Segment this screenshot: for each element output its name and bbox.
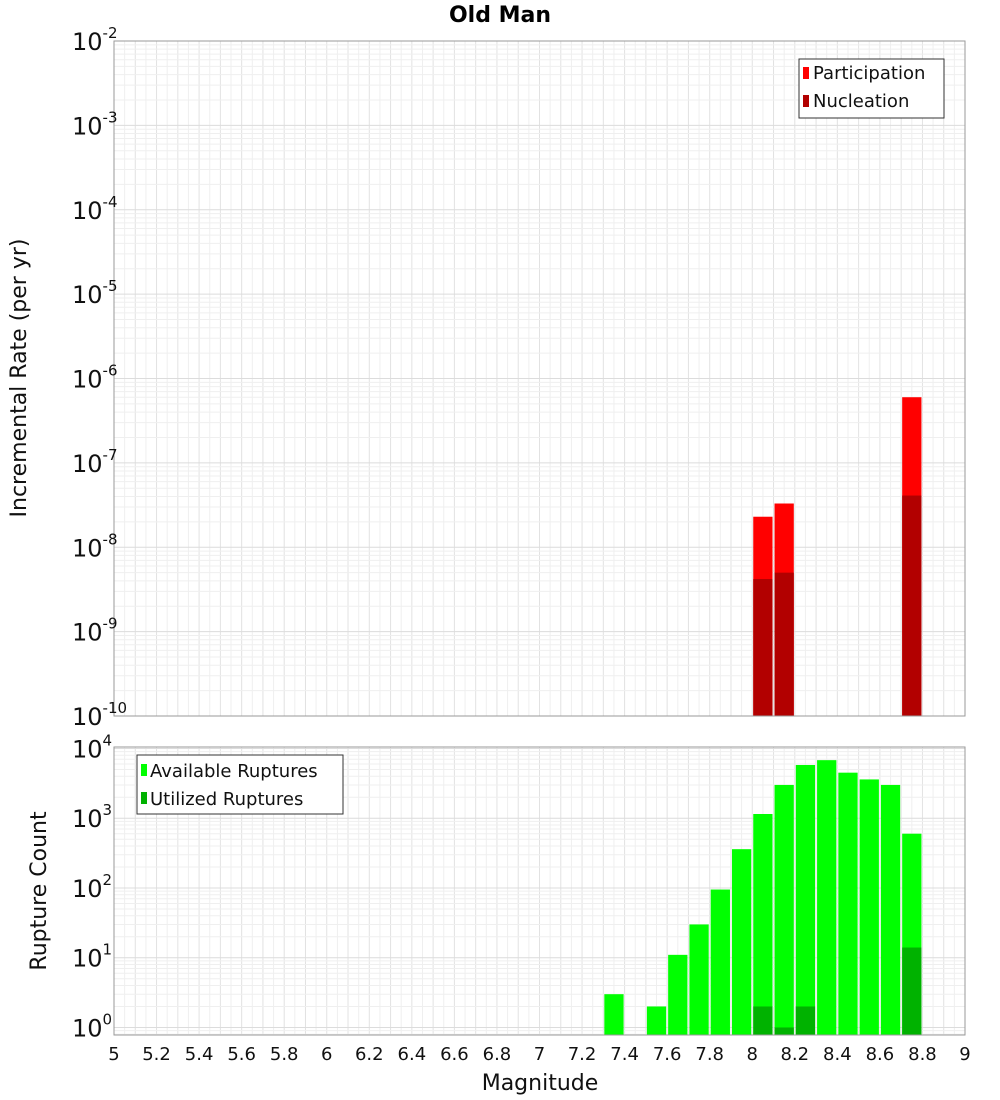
top-y-axis-label: Incremental Rate (per yr)	[7, 239, 32, 518]
legend-label-utilized: Utilized Ruptures	[150, 789, 303, 810]
bottom-bar-utilized-ruptures	[753, 1006, 773, 1035]
bottom-panel: 104 103 102 101 100 Rupture Count Available …	[27, 731, 966, 1042]
top-legend-box	[798, 58, 945, 119]
x-tick-label: 8.6	[866, 1044, 895, 1065]
bottom-bar-available-ruptures	[774, 784, 794, 1035]
x-tick-label: 8	[747, 1044, 758, 1065]
x-tick-label: 5.4	[185, 1044, 214, 1065]
x-tick-label: 8.2	[780, 1044, 809, 1065]
bottom-bar-available-ruptures	[689, 924, 709, 1035]
bottom-bars	[604, 760, 922, 1035]
bottom-y-tick-label: 102	[72, 871, 112, 903]
top-bar-nucleation	[753, 579, 773, 716]
top-gridlines	[113, 40, 966, 717]
legend-label-participation: Participation	[813, 63, 925, 84]
x-tick-label: 5.8	[270, 1044, 299, 1065]
x-tick-label: 5.6	[227, 1044, 256, 1065]
x-tick-label: 6	[321, 1044, 332, 1065]
bottom-bar-available-ruptures	[753, 813, 773, 1035]
top-plot-frame	[113, 40, 966, 717]
bottom-plot-frame	[113, 746, 966, 1036]
legend-label-nucleation: Nucleation	[813, 91, 909, 112]
x-tick-label: 6.2	[355, 1044, 384, 1065]
bottom-y-tick-label: 101	[72, 941, 112, 973]
x-tick-label: 5.2	[142, 1044, 171, 1065]
x-axis-label: Magnitude	[482, 1071, 599, 1096]
top-y-tick-label: 10-3	[72, 108, 118, 140]
bottom-bar-available-ruptures	[817, 760, 837, 1035]
bottom-bar-available-ruptures	[668, 954, 688, 1035]
top-y-tick-label: 10-2	[72, 24, 118, 56]
legend-swatch-available	[141, 764, 147, 776]
bottom-bar-available-ruptures	[710, 889, 730, 1035]
top-y-tick-labels: 10-2 10-3 10-4 10-5 10-6 10-7 10-8 10-9 10-10	[72, 24, 127, 731]
chart-title: Old Man	[449, 3, 551, 28]
x-tick-label: 8.8	[908, 1044, 937, 1065]
top-bar-nucleation	[902, 495, 922, 716]
bottom-bar-available-ruptures	[795, 764, 816, 1035]
top-y-tick-label: 10-7	[72, 446, 118, 478]
top-y-tick-label: 10-4	[72, 193, 118, 225]
bottom-bar-available-ruptures	[604, 994, 624, 1035]
bottom-bar-utilized-ruptures	[774, 1027, 794, 1035]
top-y-tick-label: 10-10	[72, 699, 127, 731]
bottom-bar-available-ruptures	[838, 772, 858, 1035]
x-tick-label: 7	[534, 1044, 545, 1065]
bottom-y-tick-labels: 104 103 102 101 100	[72, 731, 112, 1042]
x-tick-label: 6.4	[398, 1044, 427, 1065]
x-tick-label: 9	[959, 1044, 970, 1065]
top-y-tick-label: 10-6	[72, 362, 118, 394]
bottom-bar-available-ruptures	[731, 849, 752, 1035]
legend-swatch-nucleation	[803, 95, 809, 107]
x-tick-label: 5	[108, 1044, 119, 1065]
x-tick-label: 6.8	[483, 1044, 512, 1065]
bottom-y-tick-label: 104	[72, 731, 112, 763]
bottom-y-axis-label: Rupture Count	[27, 811, 52, 971]
bottom-legend-box	[136, 754, 344, 815]
top-bars	[753, 397, 922, 716]
top-legend: Participation Nucleation	[798, 58, 945, 119]
x-tick-label: 7.4	[610, 1044, 639, 1065]
x-tick-labels: 5 5.2 5.4 5.6 5.8 6 6.2 6.4 6.6 6.8 7 7.2 7.4 7.6 7.8 8…	[108, 1044, 970, 1065]
bottom-y-tick-label: 100	[72, 1010, 112, 1042]
x-tick-label: 7.2	[568, 1044, 597, 1065]
bottom-bar-available-ruptures	[646, 1006, 667, 1035]
x-tick-label: 7.8	[695, 1044, 724, 1065]
top-bar-nucleation	[774, 572, 794, 716]
top-y-tick-label: 10-5	[72, 277, 118, 309]
bottom-bar-available-ruptures	[880, 784, 901, 1035]
bottom-y-tick-label: 103	[72, 801, 112, 833]
top-y-tick-label: 10-9	[72, 615, 118, 647]
bottom-bar-available-ruptures	[859, 779, 879, 1035]
bottom-bar-utilized-ruptures	[795, 1006, 816, 1035]
legend-swatch-participation	[803, 67, 809, 79]
top-y-tick-label: 10-8	[72, 530, 118, 562]
top-panel: 10-2 10-3 10-4 10-5 10-6 10-7 10-8 10-9 10-10 In…	[7, 24, 966, 731]
bottom-bar-utilized-ruptures	[902, 947, 922, 1035]
legend-label-available: Available Ruptures	[150, 761, 318, 782]
bottom-legend: Available Ruptures Utilized Ruptures	[136, 754, 344, 815]
x-tick-label: 7.6	[653, 1044, 682, 1065]
x-tick-label: 6.6	[440, 1044, 469, 1065]
x-tick-label: 8.4	[823, 1044, 852, 1065]
legend-swatch-utilized	[141, 792, 147, 804]
